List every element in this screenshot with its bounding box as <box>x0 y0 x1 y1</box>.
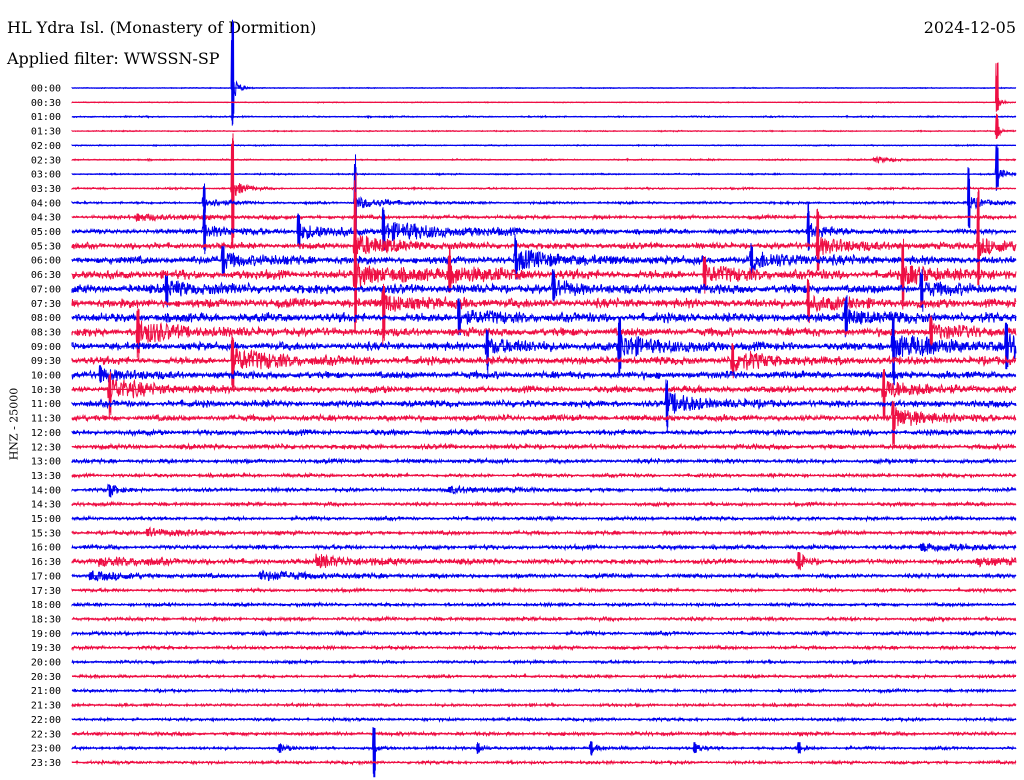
time-tick-label: 00:30 <box>31 98 61 109</box>
time-tick-label: 20:00 <box>31 658 61 669</box>
time-tick-label: 15:30 <box>31 528 61 539</box>
time-tick-label: 12:00 <box>31 428 61 439</box>
seismic-trace-0000 <box>71 19 1017 126</box>
time-tick-label: 07:00 <box>31 284 61 295</box>
time-tick-label: 22:00 <box>31 715 61 726</box>
time-tick-label: 19:00 <box>31 629 61 640</box>
time-tick-label: 04:00 <box>31 198 61 209</box>
seismic-trace-1630 <box>71 551 1017 571</box>
seismic-trace-1130 <box>71 400 1017 447</box>
time-tick-label: 03:00 <box>31 170 61 181</box>
seismic-trace-1000 <box>71 365 1017 383</box>
time-tick-label: 17:30 <box>31 586 61 597</box>
time-tick-label: 23:00 <box>31 744 61 755</box>
time-tick-label: 02:00 <box>31 141 61 152</box>
time-tick-label: 21:30 <box>31 701 61 712</box>
trace-group <box>71 19 1017 778</box>
time-tick-label: 05:30 <box>31 241 61 252</box>
time-tick-label: 19:30 <box>31 643 61 654</box>
time-tick-label: 13:30 <box>31 471 61 482</box>
time-tick-label: 01:00 <box>31 112 61 123</box>
seismic-trace-1530 <box>71 526 1017 538</box>
seismic-trace-0030 <box>71 62 1017 112</box>
seismic-trace-0700 <box>71 269 1017 312</box>
time-tick-label: 13:00 <box>31 457 61 468</box>
time-tick-label: 14:00 <box>31 485 61 496</box>
time-tick-label: 16:30 <box>31 557 61 568</box>
time-tick-label: 04:30 <box>31 213 61 224</box>
time-tick-label: 20:30 <box>31 672 61 683</box>
seismic-trace-0600 <box>71 234 1017 280</box>
time-tick-label: 09:30 <box>31 356 61 367</box>
time-tick-labels: 00:00 00:30 01:00 01:30 02:00 02:30 03:00 03:30… <box>31 84 61 769</box>
time-tick-label: 01:30 <box>31 127 61 138</box>
time-tick-label: 23:30 <box>31 758 61 769</box>
time-tick-label: 18:00 <box>31 600 61 611</box>
time-tick-label: 08:30 <box>31 327 61 338</box>
time-tick-label: 08:00 <box>31 313 61 324</box>
time-tick-label: 09:00 <box>31 342 61 353</box>
filter-label: Applied filter: WWSSN-SP <box>7 49 220 68</box>
time-tick-label: 11:00 <box>31 399 61 410</box>
time-tick-label: 06:00 <box>31 256 61 267</box>
time-tick-label: 02:30 <box>31 155 61 166</box>
time-tick-label: 12:30 <box>31 442 61 453</box>
time-tick-label: 03:30 <box>31 184 61 195</box>
station-title: HL Ydra Isl. (Monastery of Dormition) <box>7 18 317 37</box>
time-tick-label: 10:00 <box>31 371 61 382</box>
time-tick-label: 22:30 <box>31 729 61 740</box>
time-tick-label: 05:00 <box>31 227 61 238</box>
seismic-trace-0300 <box>71 144 1017 191</box>
recording-date: 2024-12-05 <box>923 18 1016 37</box>
seismic-trace-1400 <box>71 483 1017 498</box>
time-tick-label: 00:00 <box>31 84 61 95</box>
time-tick-label: 06:30 <box>31 270 61 281</box>
time-tick-label: 18:30 <box>31 614 61 625</box>
time-tick-label: 07:30 <box>31 299 61 310</box>
time-tick-label: 15:00 <box>31 514 61 525</box>
time-tick-label: 21:00 <box>31 686 61 697</box>
time-tick-label: 17:00 <box>31 571 61 582</box>
time-tick-label: 11:30 <box>31 414 61 425</box>
time-tick-label: 14:30 <box>31 500 61 511</box>
time-tick-label: 10:30 <box>31 385 61 396</box>
time-tick-label: 16:00 <box>31 543 61 554</box>
